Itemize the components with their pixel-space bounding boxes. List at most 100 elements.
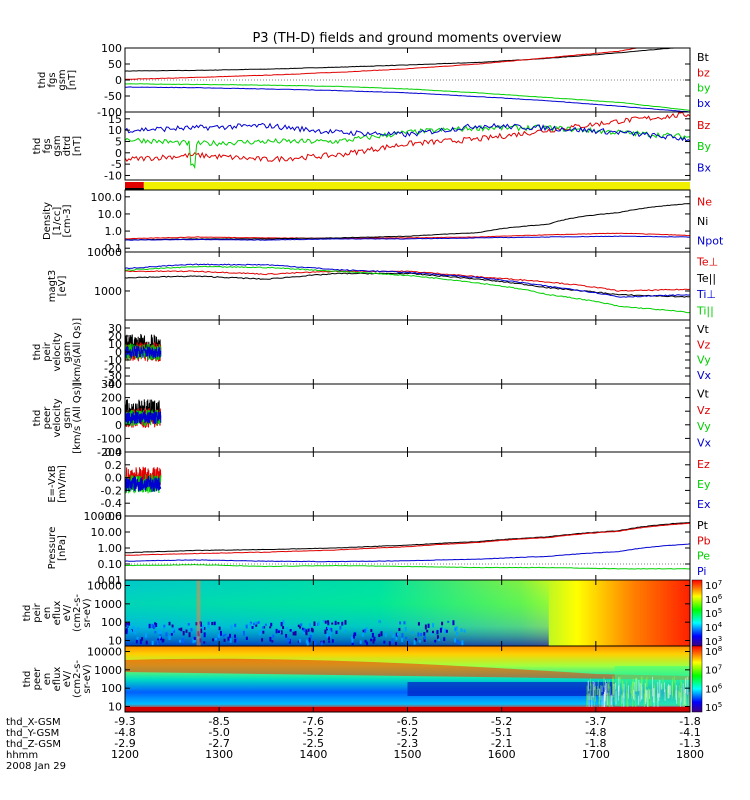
- spectrogram-pixel: [162, 639, 165, 642]
- spectrogram-peer-eflux: [125, 646, 690, 712]
- spectrogram-pixel: [676, 685, 678, 704]
- spectrogram-pixel: [403, 621, 406, 625]
- series-line-Bt: [125, 48, 677, 72]
- spectrogram-pixel: [452, 620, 455, 626]
- spectrogram-pixel: [648, 689, 650, 699]
- spectrogram-pixel: [370, 629, 373, 632]
- spectrogram-pixel: [230, 624, 233, 630]
- spectrogram-pixel: [329, 635, 332, 638]
- spectrogram-pixel: [317, 621, 320, 627]
- spectrogram-pixel: [151, 640, 154, 645]
- y-tick-label: 0.0: [105, 472, 123, 485]
- spectrogram-pixel: [271, 640, 274, 643]
- spectrogram-pixel: [589, 678, 591, 686]
- spectrogram-pixel: [632, 689, 634, 700]
- legend-Npot: Npot: [697, 234, 724, 247]
- spectrogram-pixel: [194, 640, 197, 643]
- spectrogram-pixel: [249, 622, 252, 626]
- spectrogram-pixel: [601, 695, 603, 711]
- y-tick-label: 10: [108, 634, 122, 647]
- spectrogram-pixel: [436, 635, 439, 639]
- y-axis-label: eV/: [62, 670, 73, 687]
- spectrogram-pixel: [297, 640, 300, 643]
- y-tick-label: -5: [111, 158, 122, 171]
- spectrogram-pixel: [607, 691, 609, 706]
- spectrogram-pixel: [388, 641, 391, 646]
- spectrogram-pixel: [594, 682, 596, 691]
- spectrogram-pixel: [680, 679, 682, 698]
- legend-Ey: Ey: [697, 478, 711, 491]
- spectrogram-pixel: [684, 689, 686, 705]
- spectrogram-pixel: [398, 627, 401, 631]
- spectrogram-pixel: [592, 680, 594, 698]
- spectrogram-pixel: [128, 621, 131, 626]
- spectrogram-low-band: [407, 682, 615, 696]
- y-axis-label: [nT]: [72, 136, 83, 156]
- y-axis-label: [nT]: [67, 70, 78, 90]
- spectrogram-peir-eflux: [125, 580, 690, 646]
- spectrogram-pixel: [136, 636, 139, 640]
- spectrogram-low-energy: [125, 580, 549, 646]
- spectrogram-pixel: [418, 639, 421, 643]
- series-group: [125, 112, 690, 170]
- series-line-Pt: [125, 521, 690, 554]
- y-tick-label: 1000: [94, 598, 122, 611]
- spectrogram-pixel: [424, 624, 427, 630]
- y-tick-label: 0.01: [98, 574, 123, 587]
- legend-Ti||: Ti||: [696, 304, 714, 317]
- spectrogram-pixel: [308, 623, 311, 627]
- y-tick-label: 100.0: [91, 191, 123, 204]
- y-tick-label: 0: [115, 147, 122, 160]
- spectrogram-pixel: [329, 630, 332, 635]
- spectrogram-pixel: [432, 630, 435, 634]
- spectrogram-pixel: [297, 624, 300, 628]
- spectrogram-pixel: [394, 641, 397, 646]
- spectrogram-pixel: [373, 636, 376, 642]
- y-axis-label: dtrd: [62, 136, 73, 157]
- series-line-bx: [125, 86, 690, 112]
- spectrogram-pixel: [630, 687, 632, 694]
- y-tick-label: -0.4: [101, 497, 122, 510]
- spectrogram-pixel: [303, 627, 306, 633]
- spectrogram-pixel: [636, 678, 638, 692]
- ephemeris-row-label: thd_Y-GSM: [6, 728, 59, 739]
- y-axis-label: Density: [42, 202, 53, 240]
- spectrogram-pixel: [255, 622, 258, 627]
- colorbar-label: 107: [705, 579, 722, 592]
- panel-peer-eflux: 108 107 106 105 10000 1000 100 10 thd peer en eflux…: [22, 645, 723, 714]
- spectrogram-pixel: [217, 633, 220, 639]
- spectrogram-pixel: [224, 633, 227, 636]
- y-tick-label: 10: [108, 338, 122, 351]
- spectrogram-pixel: [158, 635, 161, 639]
- y-axis-label: Pressure: [47, 527, 58, 570]
- series-group: [125, 48, 690, 112]
- spectrogram-pixel: [259, 630, 262, 636]
- spectrogram-pixel: [163, 624, 166, 628]
- y-axis-label: thd: [37, 72, 48, 89]
- spectrogram-pixel: [686, 676, 688, 695]
- series-group: [125, 399, 162, 428]
- series-line-Te||: [125, 272, 690, 298]
- ephemeris-value: 1400: [299, 748, 327, 761]
- spectrogram-pixel: [411, 631, 414, 634]
- ephemeris-value: -5.0: [208, 726, 229, 739]
- spectrogram-pixel: [648, 688, 650, 708]
- spectrogram-pixel: [635, 694, 637, 711]
- spectrogram-pixel: [608, 693, 610, 711]
- spectrogram-streak: [196, 580, 201, 646]
- ephemeris-value: -2.1: [491, 737, 512, 750]
- series-line-Vt: [125, 333, 162, 357]
- spectrogram-pixel: [362, 629, 365, 633]
- spectrogram-pixel: [379, 632, 382, 637]
- y-axis-label: [nPa]: [57, 535, 68, 561]
- spectrogram-pixel: [456, 631, 459, 637]
- y-axis-label: peer: [32, 667, 43, 691]
- y-tick-label: -30: [104, 370, 122, 383]
- legend-Vz: Vz: [697, 404, 711, 417]
- spectrogram-pixel: [677, 690, 679, 705]
- y-tick-label: 30: [108, 322, 122, 335]
- y-axis-label: [cm-3]: [62, 204, 73, 237]
- y-axis-label: sr-eV): [82, 664, 93, 693]
- spectrogram-pixel: [187, 622, 190, 626]
